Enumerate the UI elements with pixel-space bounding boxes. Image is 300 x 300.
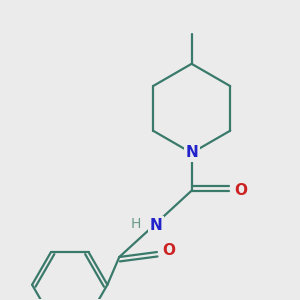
Text: O: O	[162, 243, 175, 258]
Text: O: O	[235, 183, 248, 198]
Text: N: N	[150, 218, 162, 233]
Text: N: N	[185, 146, 198, 160]
Text: H: H	[131, 217, 141, 231]
